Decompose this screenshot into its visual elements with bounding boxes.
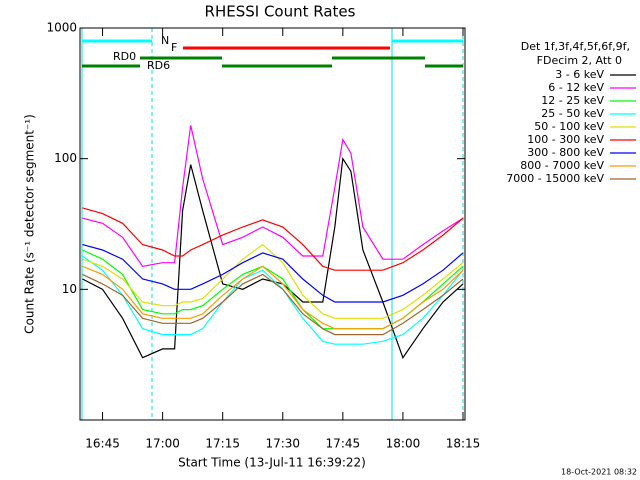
legend-header: Det 1f,3f,4f,5f,6f,9f, [521, 40, 630, 53]
annotation: RD6 [147, 59, 170, 72]
y-axis-label: Count Rate (s⁻¹ detector segment⁻¹) [23, 114, 37, 334]
series-line [82, 255, 464, 345]
series-line [82, 207, 464, 271]
legend-label: 50 - 100 keV [534, 120, 604, 133]
x-axis-label: Start Time (13-Jul-11 16:39:22) [178, 456, 366, 470]
legend-label: 300 - 800 keV [527, 146, 604, 159]
legend-label: 6 - 12 keV [548, 81, 604, 94]
series-line [82, 243, 464, 319]
annotation: F [171, 41, 177, 54]
x-tick-label: 17:15 [205, 437, 240, 451]
legend-label: 3 - 6 keV [555, 68, 604, 81]
legend-label: 800 - 7000 keV [520, 159, 604, 172]
status-bars [82, 39, 463, 68]
x-tick-label: 16:45 [85, 437, 120, 451]
legend-header: FDecim 2, Att 0 [537, 54, 622, 67]
series-line [82, 273, 464, 336]
y-tick-label: 1000 [46, 21, 77, 35]
y-tick-label: 100 [54, 151, 77, 165]
x-tick-label: 17:30 [265, 437, 300, 451]
annotations: N F RD0 RD6 [113, 34, 177, 72]
legend-label: 100 - 300 keV [527, 133, 604, 146]
time-markers [81, 28, 464, 420]
x-tick-label: 18:00 [386, 437, 421, 451]
series-line [82, 265, 464, 330]
x-tick-label: 18:15 [446, 437, 481, 451]
x-tick-label: 17:00 [145, 437, 180, 451]
legend-label: 12 - 25 keV [541, 94, 604, 107]
annotation: N [161, 34, 169, 47]
annotation: RD0 [113, 50, 136, 63]
series-line [82, 125, 464, 267]
chart-title: RHESSI Count Rates [205, 3, 356, 21]
legend-label: 7000 - 15000 keV [506, 172, 604, 185]
y-tick-label: 10 [62, 282, 77, 296]
footer: 18-Oct-2021 08:32 [561, 468, 637, 477]
x-tick-label: 17:45 [326, 437, 361, 451]
series-line [82, 244, 464, 303]
legend-label: 25 - 50 keV [541, 107, 604, 120]
plot-frame [79, 27, 466, 421]
